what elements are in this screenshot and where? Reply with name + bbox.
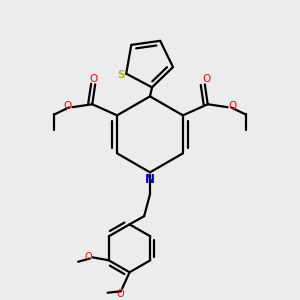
Text: O: O — [229, 101, 237, 111]
Text: O: O — [63, 101, 71, 111]
Text: O: O — [117, 289, 124, 298]
Text: O: O — [202, 74, 210, 84]
Text: S: S — [117, 70, 125, 80]
Text: O: O — [84, 252, 92, 262]
Text: O: O — [90, 74, 98, 84]
Text: N: N — [145, 173, 155, 186]
